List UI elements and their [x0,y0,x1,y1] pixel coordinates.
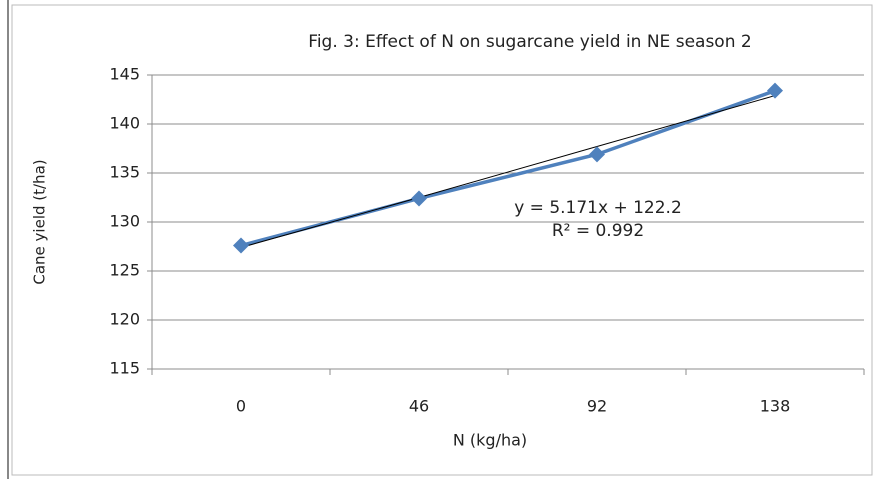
y-tick-label: 130 [109,212,140,231]
data-marker [767,82,783,99]
equation: y = 5.171x + 122.2 [514,198,682,218]
x-tick-label: 138 [760,397,791,416]
chart-title: Fig. 3: Effect of N on sugarcane yield i… [308,32,751,52]
x-tick-label: 46 [409,397,429,416]
data-marker [233,237,249,254]
x-tick-label: 0 [236,397,246,416]
y-tick-label: 125 [109,261,140,280]
chart-frame [11,4,873,476]
y-tick-label: 115 [109,359,140,378]
data-marker [589,146,605,163]
y-tick-label: 135 [109,163,140,182]
y-tick-label: 120 [109,310,140,329]
data-marker [411,190,427,207]
x-tick-label: 92 [587,397,607,416]
x-axis-label: N (kg/ha) [453,431,527,450]
y-axis-label: Cane yield (t/ha) [31,159,49,284]
y-tick-label: 140 [109,114,140,133]
y-tick-label: 145 [109,65,140,84]
r-squared: R² = 0.992 [552,221,644,241]
trendline [240,95,776,248]
